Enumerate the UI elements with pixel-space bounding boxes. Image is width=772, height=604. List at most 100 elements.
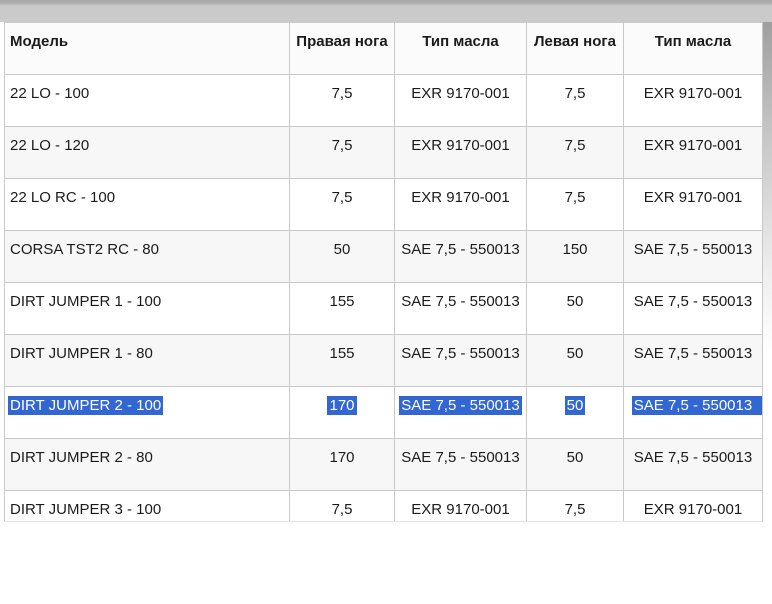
table-row: DIRT JUMPER 2 - 80 170 SAE 7,5 - 550013 … (4, 438, 763, 491)
cell-left-oil-type-text: EXR 9170-001 (643, 501, 743, 518)
cell-right-oil-type-text: SAE 7,5 - 550013 (401, 293, 520, 310)
cell-left-oil-type-text: SAE 7,5 - 550013 (633, 293, 753, 310)
table-row: CORSA TST2 RC - 80 50 SAE 7,5 - 550013 1… (4, 230, 763, 283)
cell-right-leg-volume: 50 (289, 230, 395, 283)
cell-model-text: DIRT JUMPER 1 - 100 (10, 293, 162, 310)
cell-right-leg-volume-text: 7,5 (331, 189, 353, 206)
cell-right-oil-type: EXR 9170-001 (394, 74, 527, 127)
table-row-selected: DIRT JUMPER 2 - 100 170 SAE 7,5 - 550013… (4, 386, 763, 439)
cell-right-leg-volume-text: 155 (329, 345, 355, 362)
cell-left-oil-type: EXR 9170-001 (623, 74, 763, 127)
cell-left-oil-type: EXR 9170-001 (623, 178, 763, 231)
cell-left-leg-volume: 7,5 (526, 126, 624, 179)
cell-model: DIRT JUMPER 3 - 100 (4, 490, 290, 521)
cell-right-oil-type: EXR 9170-001 (394, 126, 527, 179)
column-header-right-leg: Правая нога (289, 22, 395, 75)
cell-right-leg-volume: 7,5 (289, 490, 395, 521)
cell-left-oil-type: SAE 7,5 - 550013 (623, 230, 763, 283)
cell-right-oil-type-text: SAE 7,5 - 550013 (401, 449, 520, 466)
cell-right-oil-type: SAE 7,5 - 550013 (394, 334, 527, 387)
cell-left-leg-volume: 50 (526, 282, 624, 335)
cell-left-leg-volume-text: 50 (566, 345, 584, 362)
column-header-right-leg-label: Правая нога (296, 33, 388, 50)
cell-right-leg-volume: 155 (289, 282, 395, 335)
cell-model-text: 22 LO RC - 100 (10, 189, 116, 206)
cell-right-oil-type-text: EXR 9170-001 (411, 85, 510, 102)
cell-right-oil-type-text: EXR 9170-001 (411, 137, 510, 154)
column-header-model: Модель (4, 22, 290, 75)
cell-right-oil-type: SAE 7,5 - 550013 (394, 282, 527, 335)
cell-model: DIRT JUMPER 2 - 80 (4, 438, 290, 491)
cell-left-oil-type: SAE 7,5 - 550013 (623, 334, 763, 387)
cell-left-oil-type-text-selected: SAE 7,5 - 550013 (631, 396, 762, 415)
header-row: Модель Правая нога Тип масла Левая нога … (4, 22, 763, 75)
cell-left-oil-type: SAE 7,5 - 550013 (623, 438, 763, 491)
cell-left-oil-type: EXR 9170-001 (623, 126, 763, 179)
cell-left-oil-type: SAE 7,5 - 550013 (623, 386, 763, 439)
cell-left-oil-type-text: SAE 7,5 - 550013 (633, 345, 753, 362)
column-header-left-leg: Левая нога (526, 22, 624, 75)
cell-model: DIRT JUMPER 1 - 80 (4, 334, 290, 387)
cell-left-leg-volume: 150 (526, 230, 624, 283)
cell-model: 22 LO - 120 (4, 126, 290, 179)
cell-model-text: CORSA TST2 RC - 80 (10, 241, 159, 258)
cell-right-oil-type: SAE 7,5 - 550013 (394, 230, 527, 283)
cell-model-text: DIRT JUMPER 3 - 100 (10, 501, 162, 518)
table-viewport: Модель Правая нога Тип масла Левая нога … (4, 22, 763, 522)
column-header-left-leg-label: Левая нога (534, 33, 616, 50)
column-header-oil-type-left: Тип масла (623, 22, 763, 75)
cell-right-leg-volume: 7,5 (289, 178, 395, 231)
cell-right-leg-volume-text: 155 (329, 293, 355, 310)
table-row: 22 LO - 120 7,5 EXR 9170-001 7,5 EXR 917… (4, 126, 763, 179)
cell-right-leg-volume: 7,5 (289, 126, 395, 179)
cell-model-text-selected: DIRT JUMPER 2 - 100 (8, 396, 164, 415)
cell-left-oil-type: EXR 9170-001 (623, 490, 763, 521)
cell-left-leg-volume-text: 50 (566, 293, 584, 310)
cell-left-leg-volume-text: 50 (566, 449, 584, 466)
cell-left-leg-volume: 7,5 (526, 490, 624, 521)
column-header-oil-type-right: Тип масла (394, 22, 527, 75)
cell-right-leg-volume-text: 7,5 (331, 137, 353, 154)
cell-left-oil-type-text: SAE 7,5 - 550013 (633, 449, 753, 466)
cell-right-leg-volume-text: 50 (333, 241, 351, 258)
top-gray-band (0, 0, 772, 22)
cell-left-leg-volume-text: 7,5 (564, 137, 586, 154)
cell-left-leg-volume: 7,5 (526, 74, 624, 127)
column-header-oil-type-left-label: Тип масла (654, 33, 732, 50)
table-row: DIRT JUMPER 1 - 80 155 SAE 7,5 - 550013 … (4, 334, 763, 387)
cell-left-leg-volume-text: 7,5 (564, 501, 586, 518)
table-row: 22 LO - 100 7,5 EXR 9170-001 7,5 EXR 917… (4, 74, 763, 127)
column-header-model-label: Модель (10, 33, 69, 50)
cell-left-oil-type-text: EXR 9170-001 (643, 137, 743, 154)
cell-model: 22 LO RC - 100 (4, 178, 290, 231)
cell-left-oil-type-text: SAE 7,5 - 550013 (633, 241, 753, 258)
cell-left-leg-volume: 7,5 (526, 178, 624, 231)
cell-right-oil-type: EXR 9170-001 (394, 490, 527, 521)
cell-right-leg-volume-text: 7,5 (331, 85, 353, 102)
cell-right-oil-type: EXR 9170-001 (394, 178, 527, 231)
cell-model: DIRT JUMPER 1 - 100 (4, 282, 290, 335)
cell-right-oil-type-text: EXR 9170-001 (411, 189, 510, 206)
cell-right-leg-volume-text-selected: 170 (327, 396, 357, 415)
cell-model-text: 22 LO - 120 (10, 137, 90, 154)
cell-model: 22 LO - 100 (4, 74, 290, 127)
table-row: DIRT JUMPER 3 - 100 7,5 EXR 9170-001 7,5… (4, 490, 763, 521)
cell-right-oil-type-text: SAE 7,5 - 550013 (401, 241, 520, 258)
cell-right-leg-volume: 170 (289, 438, 395, 491)
table-row: DIRT JUMPER 1 - 100 155 SAE 7,5 - 550013… (4, 282, 763, 335)
fork-oil-specs-table: Модель Правая нога Тип масла Левая нога … (4, 22, 763, 521)
cell-left-leg-volume-text: 7,5 (564, 189, 586, 206)
cell-left-leg-volume: 50 (526, 334, 624, 387)
cell-model-text: DIRT JUMPER 1 - 80 (10, 345, 153, 362)
cell-model-text: 22 LO - 100 (10, 85, 90, 102)
cell-model: DIRT JUMPER 2 - 100 (4, 386, 290, 439)
cell-left-leg-volume: 50 (526, 386, 624, 439)
cell-left-oil-type-text: EXR 9170-001 (643, 85, 743, 102)
cell-left-oil-type: SAE 7,5 - 550013 (623, 282, 763, 335)
cell-left-leg-volume-text: 7,5 (564, 85, 586, 102)
cell-model-text: DIRT JUMPER 2 - 80 (10, 449, 153, 466)
table-row: 22 LO RC - 100 7,5 EXR 9170-001 7,5 EXR … (4, 178, 763, 231)
cell-right-leg-volume: 170 (289, 386, 395, 439)
cell-left-leg-volume-text-selected: 50 (564, 396, 586, 415)
cell-left-oil-type-text: EXR 9170-001 (643, 189, 743, 206)
